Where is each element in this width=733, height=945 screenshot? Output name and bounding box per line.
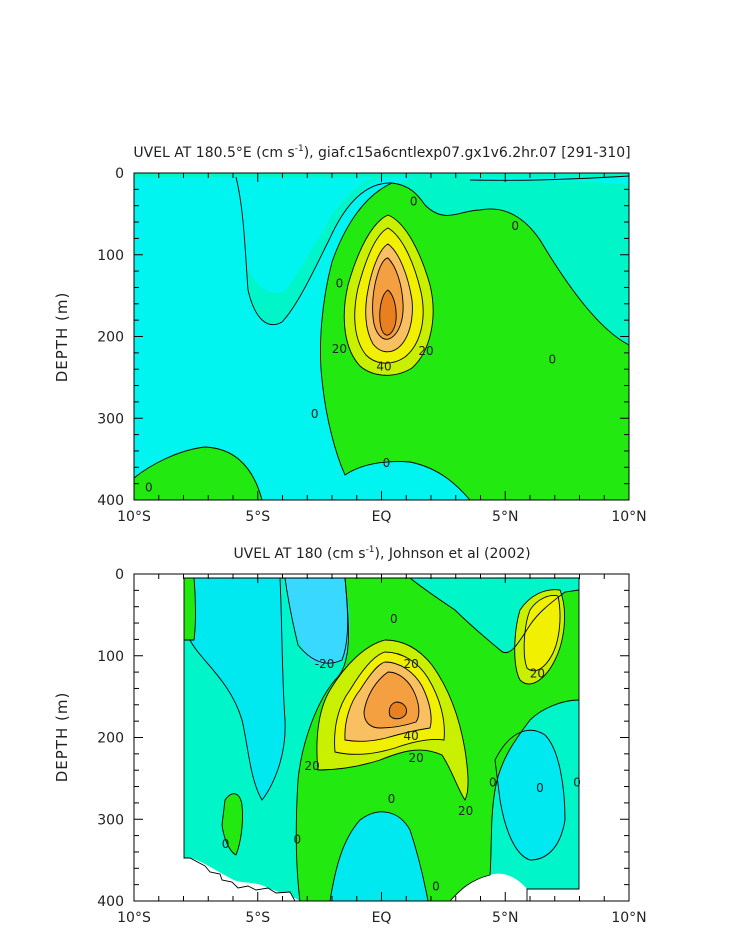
panel-model-contour-label: 20 [418,344,433,358]
field-50-60 [379,290,397,336]
panel-obs-contour-label: 20 [305,759,320,773]
panel-obs-contour-label: 20 [458,804,473,818]
panel-model-y-tick-label: 0 [115,166,124,182]
panel-obs-contour-labels: -20 0 0 0 0 0 0 0 0 20 20 20 20 20 40 [222,612,581,893]
panel-model-x-tick-label: 10°S [117,509,151,525]
panel-model-contour-label: 0 [511,219,519,233]
panel-obs-x-tick-label: EQ [372,910,392,926]
panel-obs-contour-label: 20 [530,667,545,681]
panel-model-contour-label: 0 [336,276,344,290]
panel-obs-contour-label: 0 [536,781,544,795]
panel-model-contour-labels: 0 0 0 0 0 0 0 20 20 40 [145,195,556,495]
panel-model-x-tick-label: EQ [372,509,392,525]
panel-obs: UVEL AT 180 (cm s-1), Johnson et al (200… [53,545,647,926]
panel-model: UVEL AT 180.5°E (cm s-1), giaf.c15a6cntl… [53,144,647,525]
panel-model-contour-label: 0 [410,195,418,209]
panel-obs-y-tick-label: 300 [97,812,124,828]
field-negative-region-east [470,177,629,185]
panel-obs-contours [134,574,629,901]
panel-obs-y-tick-label: 200 [97,731,124,747]
panel-model-title: UVEL AT 180.5°E (cm s-1), giaf.c15a6cntl… [133,144,630,161]
panel-obs-contour-label: 0 [432,879,440,893]
panel-obs-contour-label: -20 [315,657,335,671]
panel-obs-contour-label: 40 [404,729,419,743]
field-missing-bottom-left [134,858,295,901]
field-missing-bottom-right [527,889,579,901]
panel-model-x-tick-label: 5°S [245,509,270,525]
panel-obs-contour-label: 0 [489,775,497,789]
field-50-60 [389,702,407,719]
panel-obs-contour-label: 0 [390,612,398,626]
field-positive-left-blob [222,793,243,855]
panel-model-y-tick-label: 400 [97,493,124,509]
panel-model-y-tick-label: 300 [97,411,124,427]
field-missing-left [134,574,184,858]
field-positive-left-edge [184,578,196,640]
panel-obs-y-tick-label: 0 [115,567,124,583]
field-negative-minus10-c [495,730,565,860]
panel-model-y-tick-label: 100 [97,248,124,264]
field-negative-region-west-body [134,177,470,500]
panel-obs-x-tick-label: 10°S [117,910,151,926]
panel-obs-y-tick-label: 100 [97,649,124,665]
panel-obs-title: UVEL AT 180 (cm s-1), Johnson et al (200… [233,545,530,562]
panel-model-x-tick-label: 5°N [492,509,518,525]
field-negative-minus10 [184,578,286,800]
panel-obs-contour-label: 0 [388,792,396,806]
panel-model-x-tick-label: 10°N [611,509,646,525]
panel-obs-contour-label: 20 [409,751,424,765]
panel-obs-contour-label: 0 [222,837,230,851]
panel-model-contour-label: 20 [332,342,347,356]
panel-obs-ylabel: DEPTH (m) [53,692,71,783]
panel-model-contour-lines [134,175,629,500]
panel-model-contour-label: 40 [376,360,391,374]
panel-model-contour-label: 0 [311,407,319,421]
field-positive-0-10 [134,447,262,500]
panel-model-contour-label: 0 [383,456,391,470]
field-negative-region-west [134,177,380,500]
panel-model-contour-label: 0 [548,352,556,366]
panel-obs-contour-label: 0 [573,775,581,789]
panel-obs-contour-label: 20 [404,657,419,671]
field-negative-minus20 [285,578,349,665]
panel-model-contour-label: 0 [145,481,153,495]
panel-model-contours [134,173,629,500]
panel-obs-contour-label: 0 [294,833,302,847]
panel-model-y-tick-label: 200 [97,330,124,346]
panel-obs-x-tick-label: 10°N [611,910,646,926]
field-yellow-ne [524,595,560,671]
panel-obs-contour-lines [183,577,580,901]
panel-model-ylabel: DEPTH (m) [53,292,71,383]
panel-obs-x-tick-label: 5°S [245,910,270,926]
field-negative-minus10-b [330,811,428,901]
panel-obs-y-tick-label: 400 [97,894,124,910]
panel-obs-x-tick-label: 5°N [492,910,518,926]
